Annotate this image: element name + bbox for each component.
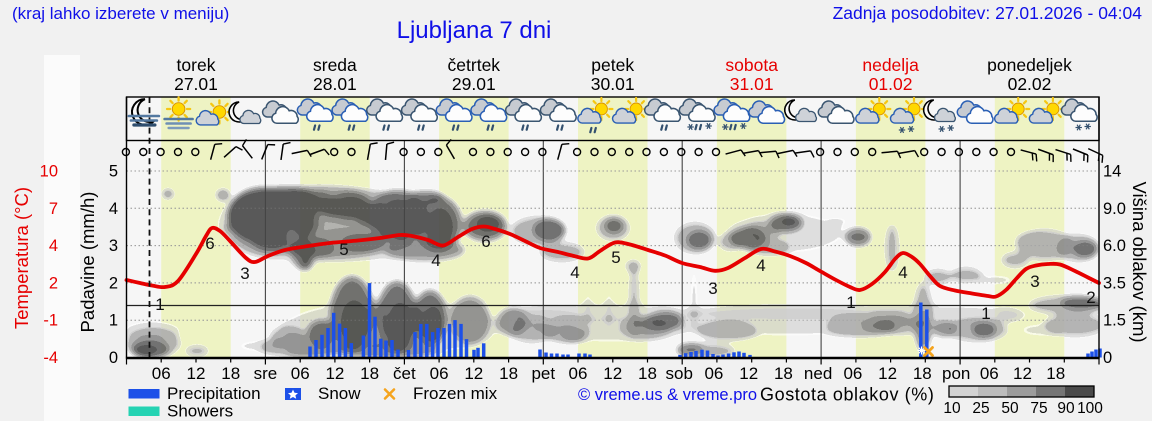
svg-text:18: 18 <box>638 364 657 383</box>
svg-text:1: 1 <box>981 304 990 323</box>
svg-text:4: 4 <box>49 237 58 255</box>
svg-text:ned: ned <box>804 364 832 383</box>
svg-text:25: 25 <box>972 400 989 417</box>
svg-text:6.0: 6.0 <box>1103 237 1126 255</box>
svg-text:ponedeljek: ponedeljek <box>987 55 1072 75</box>
svg-text:(kraj lahko izberete v meniju): (kraj lahko izberete v meniju) <box>12 4 229 23</box>
svg-text:4: 4 <box>570 263 579 282</box>
svg-text:6: 6 <box>481 232 490 251</box>
svg-text:sob: sob <box>665 364 692 383</box>
svg-text:sobota: sobota <box>725 55 778 75</box>
svg-text:28.01: 28.01 <box>313 74 357 94</box>
svg-text:0: 0 <box>1103 349 1112 367</box>
svg-text:12: 12 <box>603 364 622 383</box>
svg-text:27.01: 27.01 <box>174 74 218 94</box>
svg-text:12: 12 <box>187 364 206 383</box>
svg-text:30.01: 30.01 <box>591 74 635 94</box>
svg-text:3.5: 3.5 <box>1103 274 1126 292</box>
svg-text:01.02: 01.02 <box>869 74 913 94</box>
svg-text:2: 2 <box>109 274 118 292</box>
svg-text:90: 90 <box>1057 400 1075 417</box>
svg-text:Frozen mix: Frozen mix <box>413 384 498 403</box>
svg-text:7: 7 <box>49 200 58 218</box>
svg-text:4: 4 <box>756 256 765 275</box>
svg-text:12: 12 <box>1013 364 1032 383</box>
svg-text:02.02: 02.02 <box>1008 74 1052 94</box>
svg-text:10: 10 <box>40 163 58 181</box>
svg-text:06: 06 <box>569 364 588 383</box>
svg-text:Showers: Showers <box>167 402 233 421</box>
svg-text:Snow: Snow <box>318 384 361 403</box>
svg-text:06: 06 <box>291 364 310 383</box>
svg-text:18: 18 <box>774 364 793 383</box>
svg-text:2: 2 <box>49 274 58 292</box>
svg-text:čet: čet <box>393 364 416 383</box>
svg-text:torek: torek <box>177 55 216 75</box>
svg-text:pon: pon <box>942 364 970 383</box>
svg-text:1.5: 1.5 <box>1103 312 1126 330</box>
svg-text:06: 06 <box>704 364 723 383</box>
svg-text:Precipitation: Precipitation <box>167 384 261 403</box>
svg-text:3: 3 <box>109 237 118 255</box>
svg-text:0: 0 <box>109 349 118 367</box>
svg-text:Zadnja posodobitev: 27.01.2026: Zadnja posodobitev: 27.01.2026 - 04:04 <box>833 3 1143 23</box>
svg-text:Ljubljana 7 dni: Ljubljana 7 dni <box>397 17 552 44</box>
svg-text:18: 18 <box>360 364 379 383</box>
svg-text:12: 12 <box>878 364 897 383</box>
svg-text:© vreme.us & vreme.pro: © vreme.us & vreme.pro <box>578 386 757 404</box>
svg-text:06: 06 <box>980 364 999 383</box>
svg-text:Višina oblakov (km): Višina oblakov (km) <box>1129 181 1150 342</box>
svg-text:14: 14 <box>1103 163 1121 181</box>
svg-text:2: 2 <box>1086 288 1095 307</box>
svg-text:12: 12 <box>739 364 758 383</box>
svg-text:-1: -1 <box>43 312 58 330</box>
svg-text:75: 75 <box>1030 400 1047 417</box>
svg-text:50: 50 <box>1001 400 1019 417</box>
svg-text:5: 5 <box>611 248 620 267</box>
svg-text:sreda: sreda <box>313 55 357 75</box>
svg-text:nedelja: nedelja <box>862 55 919 75</box>
svg-text:06: 06 <box>843 364 862 383</box>
svg-text:4: 4 <box>431 251 440 270</box>
svg-text:petek: petek <box>591 55 634 75</box>
svg-text:12: 12 <box>464 364 483 383</box>
svg-text:četrtek: četrtek <box>448 55 501 75</box>
svg-text:06: 06 <box>430 364 449 383</box>
svg-text:Gostota oblakov (%): Gostota oblakov (%) <box>760 385 934 405</box>
svg-text:06: 06 <box>152 364 171 383</box>
svg-text:18: 18 <box>499 364 518 383</box>
svg-text:-4: -4 <box>43 349 58 367</box>
svg-text:18: 18 <box>1046 364 1065 383</box>
svg-text:5: 5 <box>339 240 348 259</box>
svg-text:pet: pet <box>531 364 555 383</box>
svg-text:9.0: 9.0 <box>1103 200 1126 218</box>
svg-text:3: 3 <box>708 279 717 298</box>
svg-text:31.01: 31.01 <box>730 74 774 94</box>
svg-text:4: 4 <box>898 263 907 282</box>
svg-text:18: 18 <box>221 364 240 383</box>
svg-text:29.01: 29.01 <box>452 74 496 94</box>
svg-text:5: 5 <box>109 163 118 181</box>
svg-text:3: 3 <box>240 264 249 283</box>
svg-text:1: 1 <box>846 293 855 312</box>
svg-text:18: 18 <box>913 364 932 383</box>
svg-text:100: 100 <box>1077 400 1103 417</box>
svg-text:3: 3 <box>1030 272 1039 291</box>
svg-text:4: 4 <box>109 200 118 218</box>
svg-text:1: 1 <box>155 295 164 314</box>
svg-text:Padavine (mm/h): Padavine (mm/h) <box>77 192 98 333</box>
svg-text:Temperatura (°C): Temperatura (°C) <box>11 187 32 329</box>
svg-text:6: 6 <box>205 234 214 253</box>
svg-text:10: 10 <box>943 400 961 417</box>
svg-text:12: 12 <box>325 364 344 383</box>
svg-text:1: 1 <box>109 312 118 330</box>
svg-text:sre: sre <box>254 364 278 383</box>
